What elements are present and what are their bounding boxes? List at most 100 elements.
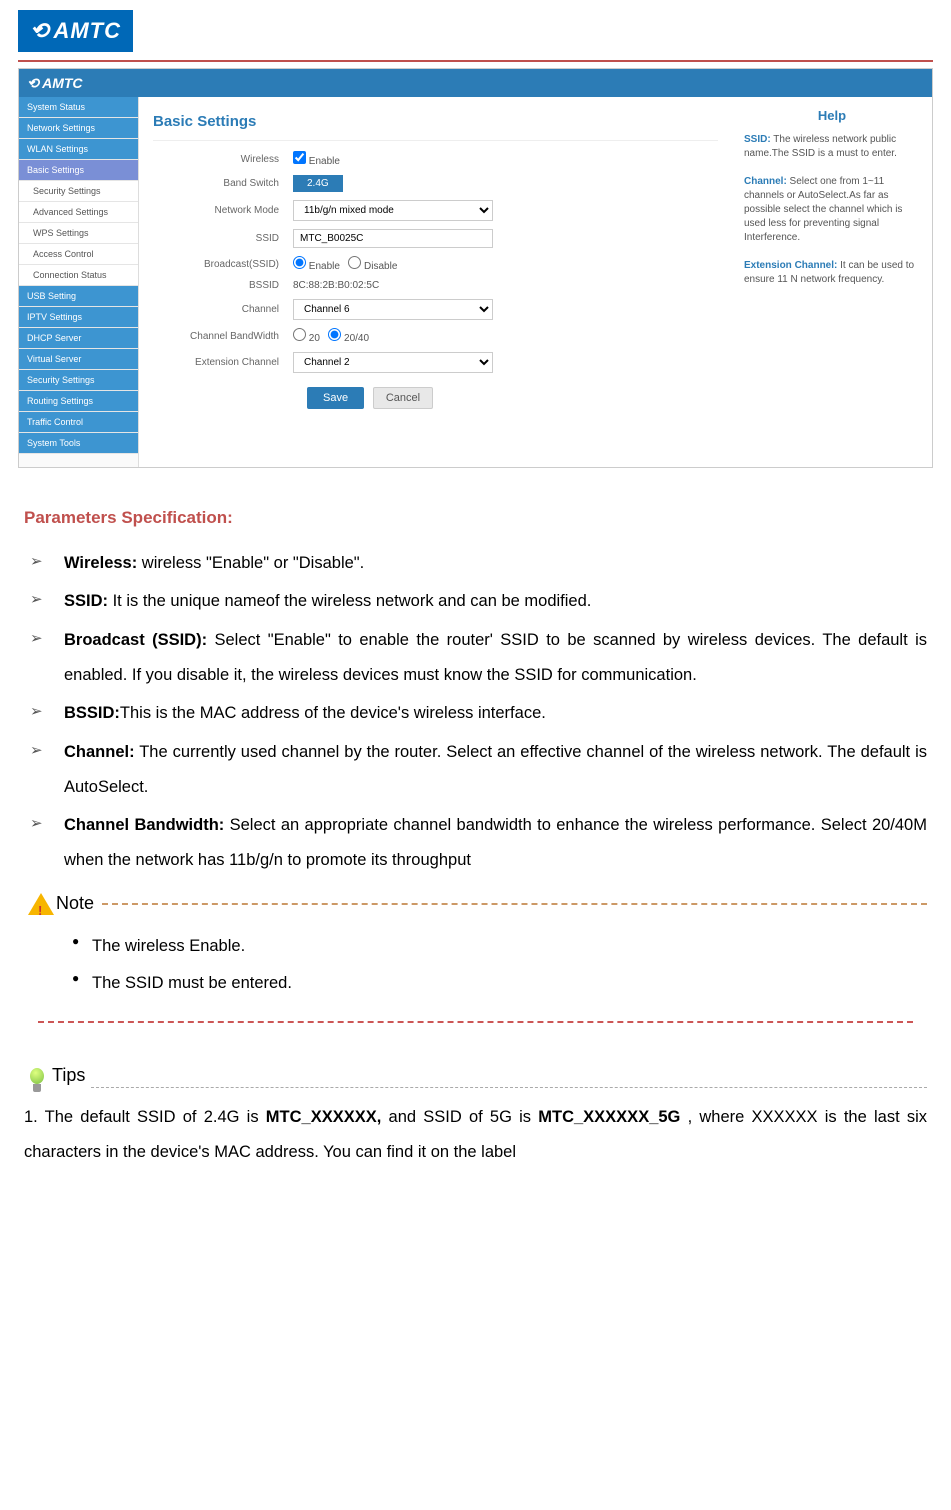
shot-brand: ⟲ AMTC: [27, 75, 83, 92]
logo-swirl-icon: ⟲: [27, 75, 39, 91]
params-title: Parameters Specification:: [24, 500, 927, 536]
sidebar-item[interactable]: System Status: [19, 97, 138, 118]
row-band-switch: Band Switch 2.4G: [153, 175, 718, 192]
tips-block: Tips 1. The default SSID of 2.4G is MTC_…: [24, 1057, 927, 1170]
val-network-mode: 11b/g/n mixed mode: [293, 200, 718, 221]
row-broadcast: Broadcast(SSID) Enable Disable: [153, 256, 718, 272]
label-ssid: SSID: [153, 233, 293, 244]
main-panel: Basic Settings Wireless Enable Band Swit…: [139, 97, 732, 467]
val-band-switch: 2.4G: [293, 175, 718, 192]
channel-select[interactable]: Channel 6: [293, 299, 493, 320]
row-bandwidth: Channel BandWidth 20 20/40: [153, 328, 718, 344]
broadcast-disable-radio[interactable]: [348, 256, 361, 269]
wireless-checkbox[interactable]: [293, 151, 306, 164]
sidebar-item[interactable]: Advanced Settings: [19, 202, 138, 223]
header-rule: [18, 60, 933, 62]
row-channel: Channel Channel 6: [153, 299, 718, 320]
band-switch-button[interactable]: 2.4G: [293, 175, 343, 192]
ext-channel-select[interactable]: Channel 2: [293, 352, 493, 373]
row-bssid: BSSID 8C:88:2B:B0:02:5C: [153, 280, 718, 291]
warning-icon: [28, 893, 54, 915]
param-channel: Channel: The currently used channel by t…: [24, 735, 927, 804]
note-block: Note The wireless Enable. The SSID must …: [24, 885, 927, 1022]
brand-logo: ⟲AMTC: [18, 10, 133, 52]
help-p3: Extension Channel: It can be used to ens…: [744, 259, 920, 287]
label-bssid: BSSID: [153, 280, 293, 291]
sidebar-item[interactable]: USB Setting: [19, 286, 138, 307]
note-dash: [102, 903, 927, 905]
help-title: Help: [744, 107, 920, 125]
val-ssid: [293, 229, 718, 248]
shot-body: System StatusNetwork SettingsWLAN Settin…: [19, 97, 932, 467]
row-wireless: Wireless Enable: [153, 151, 718, 167]
sidebar-item[interactable]: Security Settings: [19, 181, 138, 202]
sidebar-item[interactable]: Virtual Server: [19, 349, 138, 370]
sidebar-item[interactable]: Network Settings: [19, 118, 138, 139]
label-channel: Channel: [153, 304, 293, 315]
cancel-button[interactable]: Cancel: [373, 387, 433, 409]
wireless-enable-text: Enable: [309, 156, 340, 167]
label-network-mode: Network Mode: [153, 205, 293, 216]
sidebar-item[interactable]: WLAN Settings: [19, 139, 138, 160]
val-wireless: Enable: [293, 151, 718, 167]
main-title: Basic Settings: [153, 107, 718, 141]
help-p1: SSID: The wireless network public name.T…: [744, 133, 920, 161]
sidebar-item[interactable]: Routing Settings: [19, 391, 138, 412]
sidebar-item[interactable]: Traffic Control: [19, 412, 138, 433]
tips-dash: [91, 1087, 927, 1088]
logo-swirl-icon: ⟲: [30, 18, 49, 44]
param-broadcast: Broadcast (SSID): Select "Enable" to ena…: [24, 623, 927, 692]
sidebar: System StatusNetwork SettingsWLAN Settin…: [19, 97, 139, 467]
param-bandwidth: Channel Bandwidth: Select an appropriate…: [24, 808, 927, 877]
tips-label: Tips: [52, 1057, 85, 1095]
help-panel: Help SSID: The wireless network public n…: [732, 97, 932, 467]
sidebar-item[interactable]: DHCP Server: [19, 328, 138, 349]
param-ssid: SSID: It is the unique nameof the wirele…: [24, 584, 927, 619]
bulb-icon: [28, 1068, 46, 1094]
help-p2: Channel: Select one from 1~11 channels o…: [744, 175, 920, 245]
param-bssid: BSSID:This is the MAC address of the dev…: [24, 696, 927, 731]
sidebar-item[interactable]: Access Control: [19, 244, 138, 265]
sidebar-item[interactable]: Security Settings: [19, 370, 138, 391]
shot-topbar: ⟲ AMTC: [19, 69, 932, 97]
val-channel: Channel 6: [293, 299, 718, 320]
val-broadcast: Enable Disable: [293, 256, 718, 272]
broadcast-disable-text: Disable: [364, 261, 397, 272]
sidebar-item[interactable]: WPS Settings: [19, 223, 138, 244]
sidebar-item[interactable]: Connection Status: [19, 265, 138, 286]
doc-content: Parameters Specification: Wireless: wire…: [0, 468, 951, 1170]
params-list: Wireless: wireless "Enable" or "Disable"…: [24, 546, 927, 878]
network-mode-select[interactable]: 11b/g/n mixed mode: [293, 200, 493, 221]
note-bottom-dash: [38, 1021, 913, 1023]
note-label: Note: [56, 885, 94, 923]
broadcast-enable-radio[interactable]: [293, 256, 306, 269]
row-ext-channel: Extension Channel Channel 2: [153, 352, 718, 373]
row-ssid: SSID: [153, 229, 718, 248]
note-2: The SSID must be entered.: [72, 966, 927, 1001]
bw-20-radio[interactable]: [293, 328, 306, 341]
sidebar-item[interactable]: IPTV Settings: [19, 307, 138, 328]
label-broadcast: Broadcast(SSID): [153, 259, 293, 270]
tips-head: Tips: [24, 1057, 927, 1095]
sidebar-item[interactable]: System Tools: [19, 433, 138, 454]
bw-2040-radio[interactable]: [328, 328, 341, 341]
note-1: The wireless Enable.: [72, 929, 927, 964]
note-head: Note: [24, 885, 927, 923]
val-bandwidth: 20 20/40: [293, 328, 718, 344]
row-network-mode: Network Mode 11b/g/n mixed mode: [153, 200, 718, 221]
save-button[interactable]: Save: [307, 387, 364, 409]
val-bssid: 8C:88:2B:B0:02:5C: [293, 280, 718, 291]
router-ui-screenshot: ⟲ AMTC System StatusNetwork SettingsWLAN…: [18, 68, 933, 468]
button-row: Save Cancel: [307, 387, 718, 409]
tips-body: 1. The default SSID of 2.4G is MTC_XXXXX…: [24, 1100, 927, 1169]
bw-20-text: 20: [309, 333, 320, 344]
label-wireless: Wireless: [153, 154, 293, 165]
sidebar-item[interactable]: Basic Settings: [19, 160, 138, 181]
label-band-switch: Band Switch: [153, 178, 293, 189]
ssid-input[interactable]: [293, 229, 493, 248]
notes-list: The wireless Enable. The SSID must be en…: [24, 923, 927, 1000]
val-ext-channel: Channel 2: [293, 352, 718, 373]
brand-text: AMTC: [53, 18, 121, 43]
param-wireless: Wireless: wireless "Enable" or "Disable"…: [24, 546, 927, 581]
label-bandwidth: Channel BandWidth: [153, 331, 293, 342]
